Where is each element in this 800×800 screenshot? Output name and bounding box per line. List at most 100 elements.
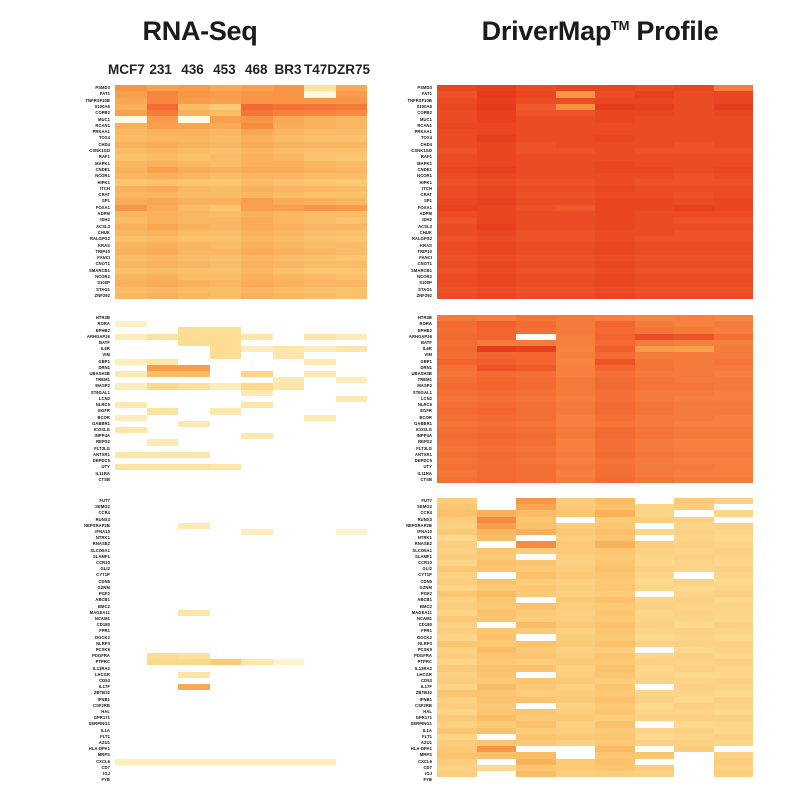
heatmap-row xyxy=(115,261,367,268)
heatmap-cell xyxy=(516,229,556,237)
heatmap-cell xyxy=(555,547,595,554)
heatmap-cell xyxy=(476,327,516,334)
heatmap-cell xyxy=(595,389,635,396)
heatmap-cell xyxy=(713,255,753,262)
heatmap-cell xyxy=(674,578,714,585)
heatmap-cell xyxy=(555,103,595,111)
heatmap-cell xyxy=(476,677,516,685)
heatmap-cell xyxy=(674,458,714,465)
heatmap-row xyxy=(115,777,367,784)
heatmap-row xyxy=(115,470,367,477)
heatmap-cell xyxy=(178,715,210,722)
heatmap-cell xyxy=(437,383,477,390)
heatmap-cell xyxy=(516,696,556,703)
heatmap-cell xyxy=(634,476,674,483)
heatmap-cell xyxy=(209,204,241,211)
heatmap-cell xyxy=(178,439,210,446)
heatmap-cell xyxy=(476,420,516,427)
heatmap-cell xyxy=(476,535,516,542)
gene-label: ACSL3 xyxy=(96,223,110,229)
gene-label: REPS2 xyxy=(418,439,432,445)
heatmap-cell xyxy=(335,690,367,697)
heatmap-cell xyxy=(476,173,516,180)
heatmap-cell xyxy=(674,640,714,647)
heatmap-cell xyxy=(178,333,210,340)
heatmap-cell xyxy=(516,173,556,180)
heatmap-cell xyxy=(272,185,304,193)
heatmap-cell xyxy=(335,333,367,340)
heatmap-cell xyxy=(674,708,714,716)
heatmap-cell xyxy=(713,91,753,98)
heatmap-cell xyxy=(241,280,273,287)
heatmap-cell xyxy=(437,634,477,641)
heatmap-cell xyxy=(335,504,367,511)
heatmap-cell xyxy=(304,746,336,753)
heatmap-cell xyxy=(437,640,477,647)
heatmap-cell xyxy=(476,280,516,287)
heatmap-cell xyxy=(595,426,635,434)
heatmap-cell xyxy=(634,458,674,465)
heatmap-cell xyxy=(304,439,336,446)
heatmap-cell xyxy=(272,541,304,548)
heatmap-cell xyxy=(595,346,635,353)
heatmap-cell xyxy=(516,402,556,409)
heatmap-cell xyxy=(241,572,273,579)
heatmap-cell xyxy=(272,364,304,371)
heatmap-cell xyxy=(516,671,556,678)
heatmap-cell xyxy=(146,529,178,536)
heatmap-cell xyxy=(476,764,516,771)
heatmap-cell xyxy=(713,541,753,548)
heatmap-cell xyxy=(674,445,714,452)
gene-label: DEPDC5 xyxy=(92,458,110,464)
heatmap-cell xyxy=(146,248,178,256)
heatmap-cell xyxy=(115,553,147,561)
heatmap-cell xyxy=(674,451,714,459)
gene-label: BMC2 xyxy=(98,603,110,609)
heatmap-cell xyxy=(241,321,273,328)
heatmap-cell xyxy=(209,408,241,415)
heatmap-row xyxy=(437,223,753,230)
heatmap-cell xyxy=(304,402,336,409)
heatmap-cell xyxy=(674,615,714,623)
heatmap-row xyxy=(115,179,367,186)
heatmap-cell xyxy=(241,566,273,573)
heatmap-cell xyxy=(146,192,178,199)
heatmap-cell xyxy=(304,541,336,548)
heatmap-cell xyxy=(209,223,241,230)
heatmap-cell xyxy=(476,160,516,167)
heatmap-cell xyxy=(555,758,595,765)
heatmap-cell xyxy=(178,179,210,186)
heatmap-cell xyxy=(476,665,516,672)
gene-label: IL1A xyxy=(422,727,432,733)
heatmap-cell xyxy=(476,615,516,623)
heatmap-cell xyxy=(335,321,367,328)
gene-label: AZU1 xyxy=(98,739,110,745)
heatmap-cell xyxy=(634,173,674,180)
heatmap-cell xyxy=(335,752,367,759)
heatmap-row xyxy=(115,739,367,747)
heatmap-cell xyxy=(115,671,147,678)
heatmap-cell xyxy=(634,321,674,328)
heatmap-cell xyxy=(146,198,178,205)
heatmap-cell xyxy=(209,236,241,243)
heatmap-cell xyxy=(713,420,753,427)
heatmap-cell xyxy=(595,470,635,477)
heatmap-cell xyxy=(437,166,477,174)
heatmap-cell xyxy=(241,739,273,747)
heatmap-cell xyxy=(146,141,178,148)
heatmap-cell xyxy=(115,198,147,205)
heatmap-cell xyxy=(595,572,635,579)
heatmap-cell xyxy=(437,622,477,629)
heatmap-cell xyxy=(115,622,147,629)
heatmap-cell xyxy=(713,439,753,446)
heatmap-cell xyxy=(241,179,273,186)
heatmap-row xyxy=(115,173,367,180)
heatmap-cell xyxy=(437,541,477,548)
heatmap-cell xyxy=(674,566,714,573)
heatmap-cell xyxy=(335,242,367,249)
gene-label: RALGPS2 xyxy=(411,236,432,242)
heatmap-cell xyxy=(713,160,753,167)
heatmap-cell xyxy=(674,727,714,734)
heatmap-cell xyxy=(555,402,595,409)
heatmap-cell xyxy=(634,198,674,205)
